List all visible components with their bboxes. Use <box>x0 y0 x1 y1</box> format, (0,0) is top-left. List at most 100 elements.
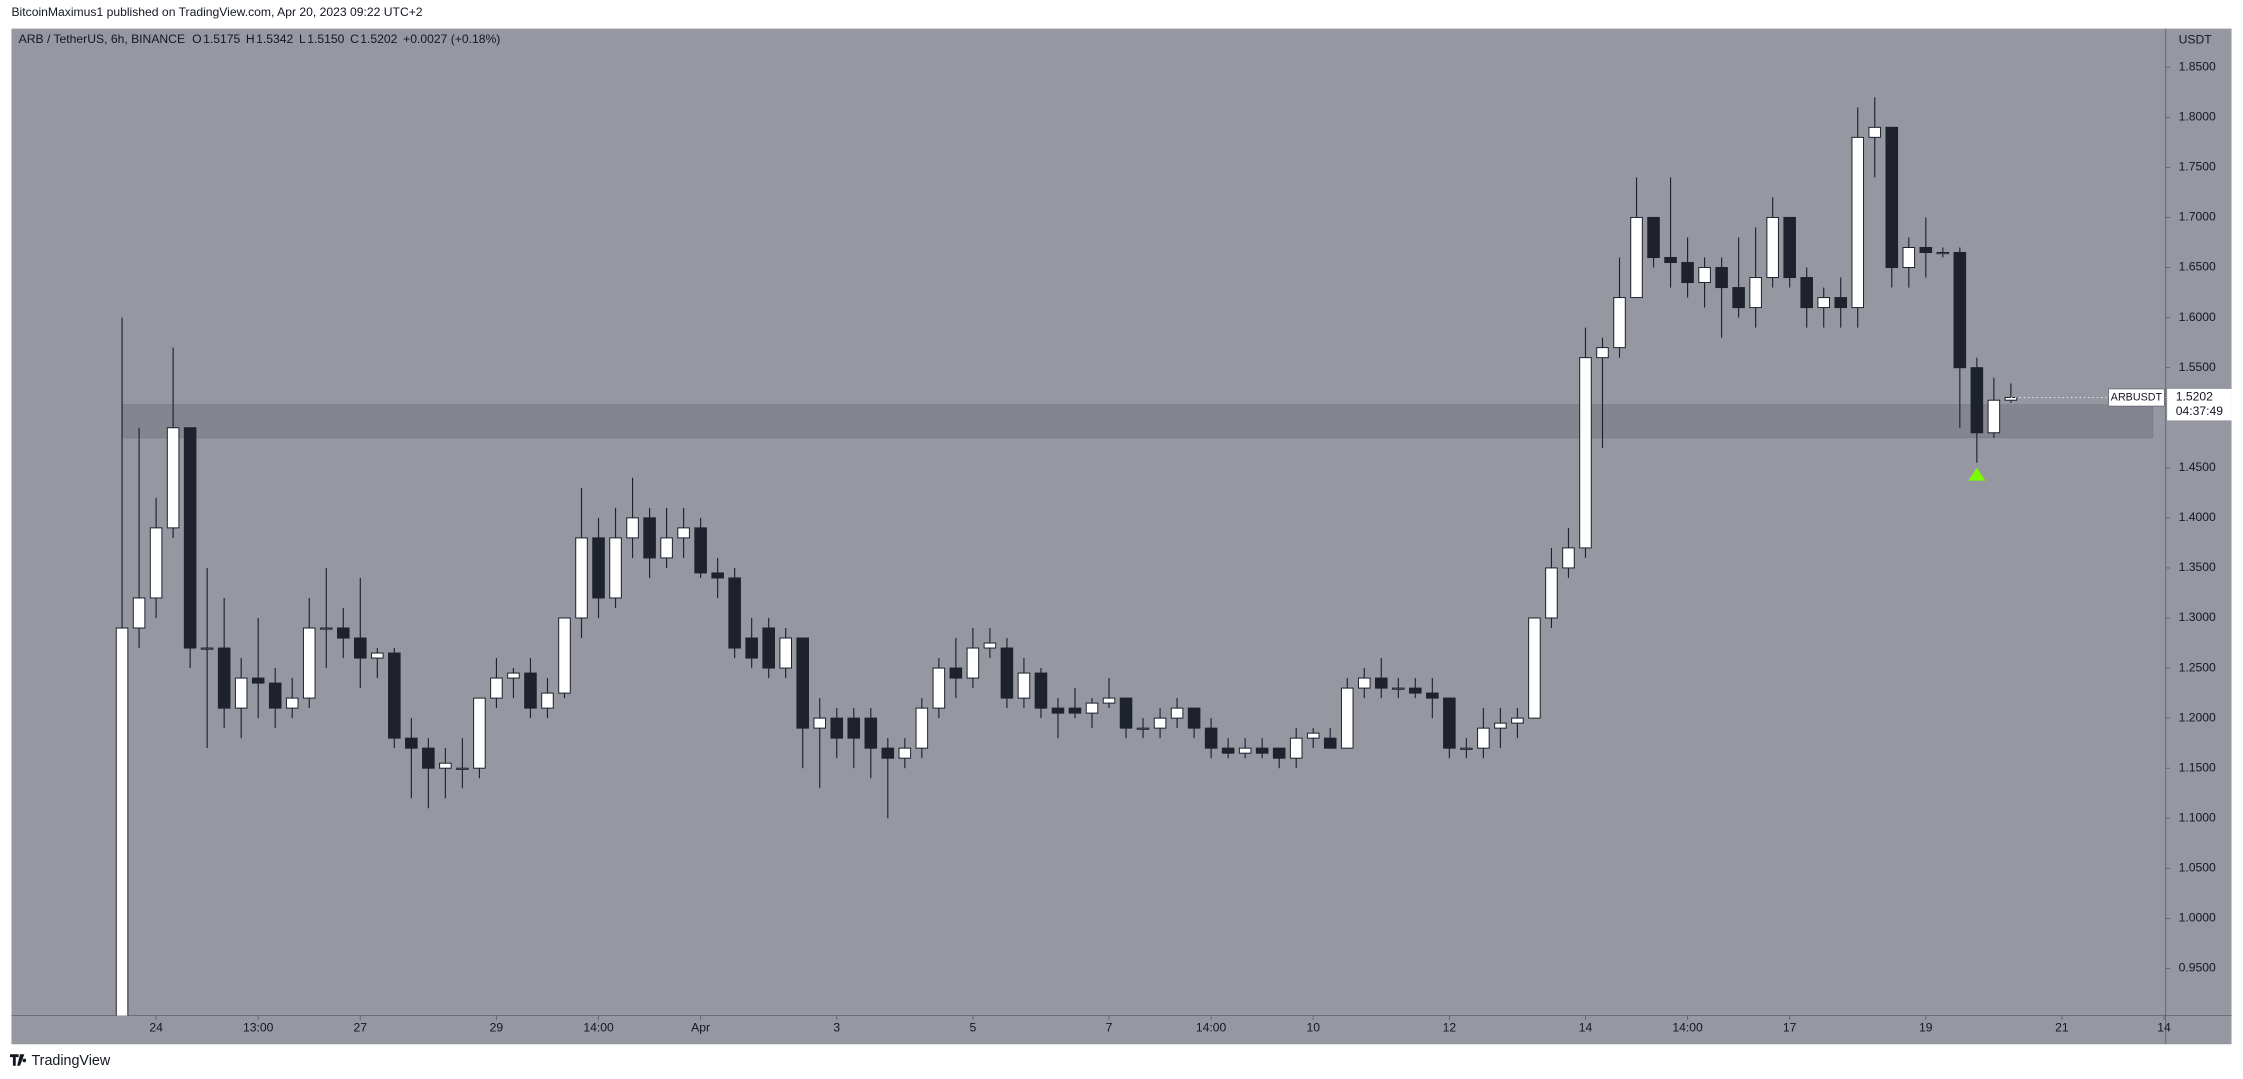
candle-body <box>983 642 997 649</box>
candle-body <box>1579 357 1592 549</box>
x-tick-label: 3 <box>833 1021 840 1035</box>
candle-body <box>1817 297 1830 309</box>
candle-body <box>609 537 622 599</box>
x-tick-label: 12 <box>1443 1021 1457 1035</box>
candle-body <box>115 627 129 1016</box>
close-value: 1.5202 <box>360 32 397 46</box>
candle-body <box>626 517 639 539</box>
candle-body <box>660 537 673 559</box>
candle-body <box>1443 697 1456 749</box>
candle-body <box>200 647 214 650</box>
y-tick-label: 1.0000 <box>2179 911 2216 925</box>
y-tick-label: 1.3000 <box>2179 610 2216 624</box>
candle-body <box>1323 737 1337 749</box>
candle-body <box>336 627 350 639</box>
candle-body <box>949 667 963 679</box>
logo: TradingView <box>10 1053 111 1069</box>
candle-body <box>592 537 605 599</box>
currency: USDT <box>2179 32 2213 46</box>
x-tick-label: 24 <box>149 1021 163 1035</box>
y-tick-label: 1.4500 <box>2179 460 2216 474</box>
candle-body <box>1613 297 1626 349</box>
y-tick-label: 1.4000 <box>2179 510 2216 524</box>
candle-body <box>1204 727 1218 749</box>
candle-body <box>132 597 146 629</box>
y-tick-label: 1.7500 <box>2179 160 2216 174</box>
y-tick-label: 1.0500 <box>2179 861 2216 875</box>
candle-body <box>1749 277 1762 309</box>
candle-body <box>1953 252 1967 369</box>
candle-body <box>558 617 571 694</box>
candle-body <box>796 637 810 729</box>
candle-body <box>1987 399 2001 434</box>
candle-body <box>881 747 895 759</box>
y-tick-label: 1.1500 <box>2179 760 2216 774</box>
x-tick-label: 5 <box>970 1021 977 1035</box>
candle-body <box>183 427 197 649</box>
candle-body <box>2004 397 2018 401</box>
candle-body <box>1494 722 1507 729</box>
candle-body <box>1392 687 1405 690</box>
candle-body <box>1085 702 1099 714</box>
candle-body <box>1647 216 1660 259</box>
axes: 0.9500 1.0000 1.0500 1.1000 1.1500 1.2000 1.25… <box>149 59 2232 1035</box>
y-tick-label: 1.7000 <box>2179 210 2216 224</box>
candle-body <box>1715 267 1728 289</box>
candle-body <box>1119 697 1133 729</box>
candle-body <box>1306 732 1320 739</box>
candle-body <box>405 737 418 749</box>
candle-body <box>1800 277 1813 309</box>
y-tick-label: 1.2000 <box>2179 710 2216 724</box>
candle-body <box>1460 747 1473 750</box>
candle-body <box>864 717 878 749</box>
x-tick-label: 29 <box>490 1021 504 1035</box>
candle-body <box>711 572 724 579</box>
price-tag-value: 1.5202 <box>2176 390 2213 404</box>
high-value: 1.5342 <box>256 32 293 46</box>
x-tick-label: 7 <box>1106 1021 1113 1035</box>
high-label: H <box>246 32 255 46</box>
candle-body <box>1170 707 1184 719</box>
candle-body <box>166 427 180 529</box>
candle-body <box>371 652 384 659</box>
price-tag-countdown: 04:37:49 <box>2176 404 2224 418</box>
candle-body <box>456 767 469 770</box>
candle-body <box>1562 547 1575 569</box>
y-tick-label: 1.6000 <box>2179 310 2216 324</box>
candle-body <box>1477 727 1490 749</box>
candle-body <box>1221 747 1235 754</box>
candle-body <box>762 627 775 669</box>
y-tick-label: 1.2500 <box>2179 660 2216 674</box>
candle-body <box>524 672 537 709</box>
symbol-legend: ARB / TetherUS, 6h, BINANCE O1.5175 H1.534… <box>19 32 501 46</box>
y-tick-label: 1.5500 <box>2179 360 2216 374</box>
candle-body <box>1102 697 1116 704</box>
candle-body <box>1919 247 1933 254</box>
candle-body <box>1783 216 1796 279</box>
x-tick-label: Apr <box>691 1021 710 1035</box>
candle-body <box>677 527 690 539</box>
candle-body <box>1255 747 1269 754</box>
candle-body <box>575 537 588 619</box>
candle-body <box>898 747 912 759</box>
candle-body <box>473 697 486 769</box>
candle-body <box>251 677 265 684</box>
candle-body <box>1630 216 1643 299</box>
candle-body <box>1409 687 1422 694</box>
candle-body <box>217 647 231 709</box>
candle-body <box>1834 297 1848 309</box>
candle-body <box>915 707 929 749</box>
candle-body <box>490 677 503 699</box>
candle-body <box>1698 267 1711 284</box>
y-tick-label: 1.3500 <box>2179 560 2216 574</box>
x-tick-label: 27 <box>354 1021 368 1035</box>
candle-body <box>932 667 946 709</box>
x-tick-label: 14:00 <box>1672 1021 1703 1035</box>
candle-body <box>234 677 248 709</box>
candle-body <box>1868 126 1882 138</box>
candle-body <box>1153 717 1167 729</box>
candle-body <box>1238 747 1252 754</box>
x-tick-label: 17 <box>1783 1021 1797 1035</box>
candle-body <box>302 627 316 699</box>
chart-background <box>11 28 2232 1045</box>
